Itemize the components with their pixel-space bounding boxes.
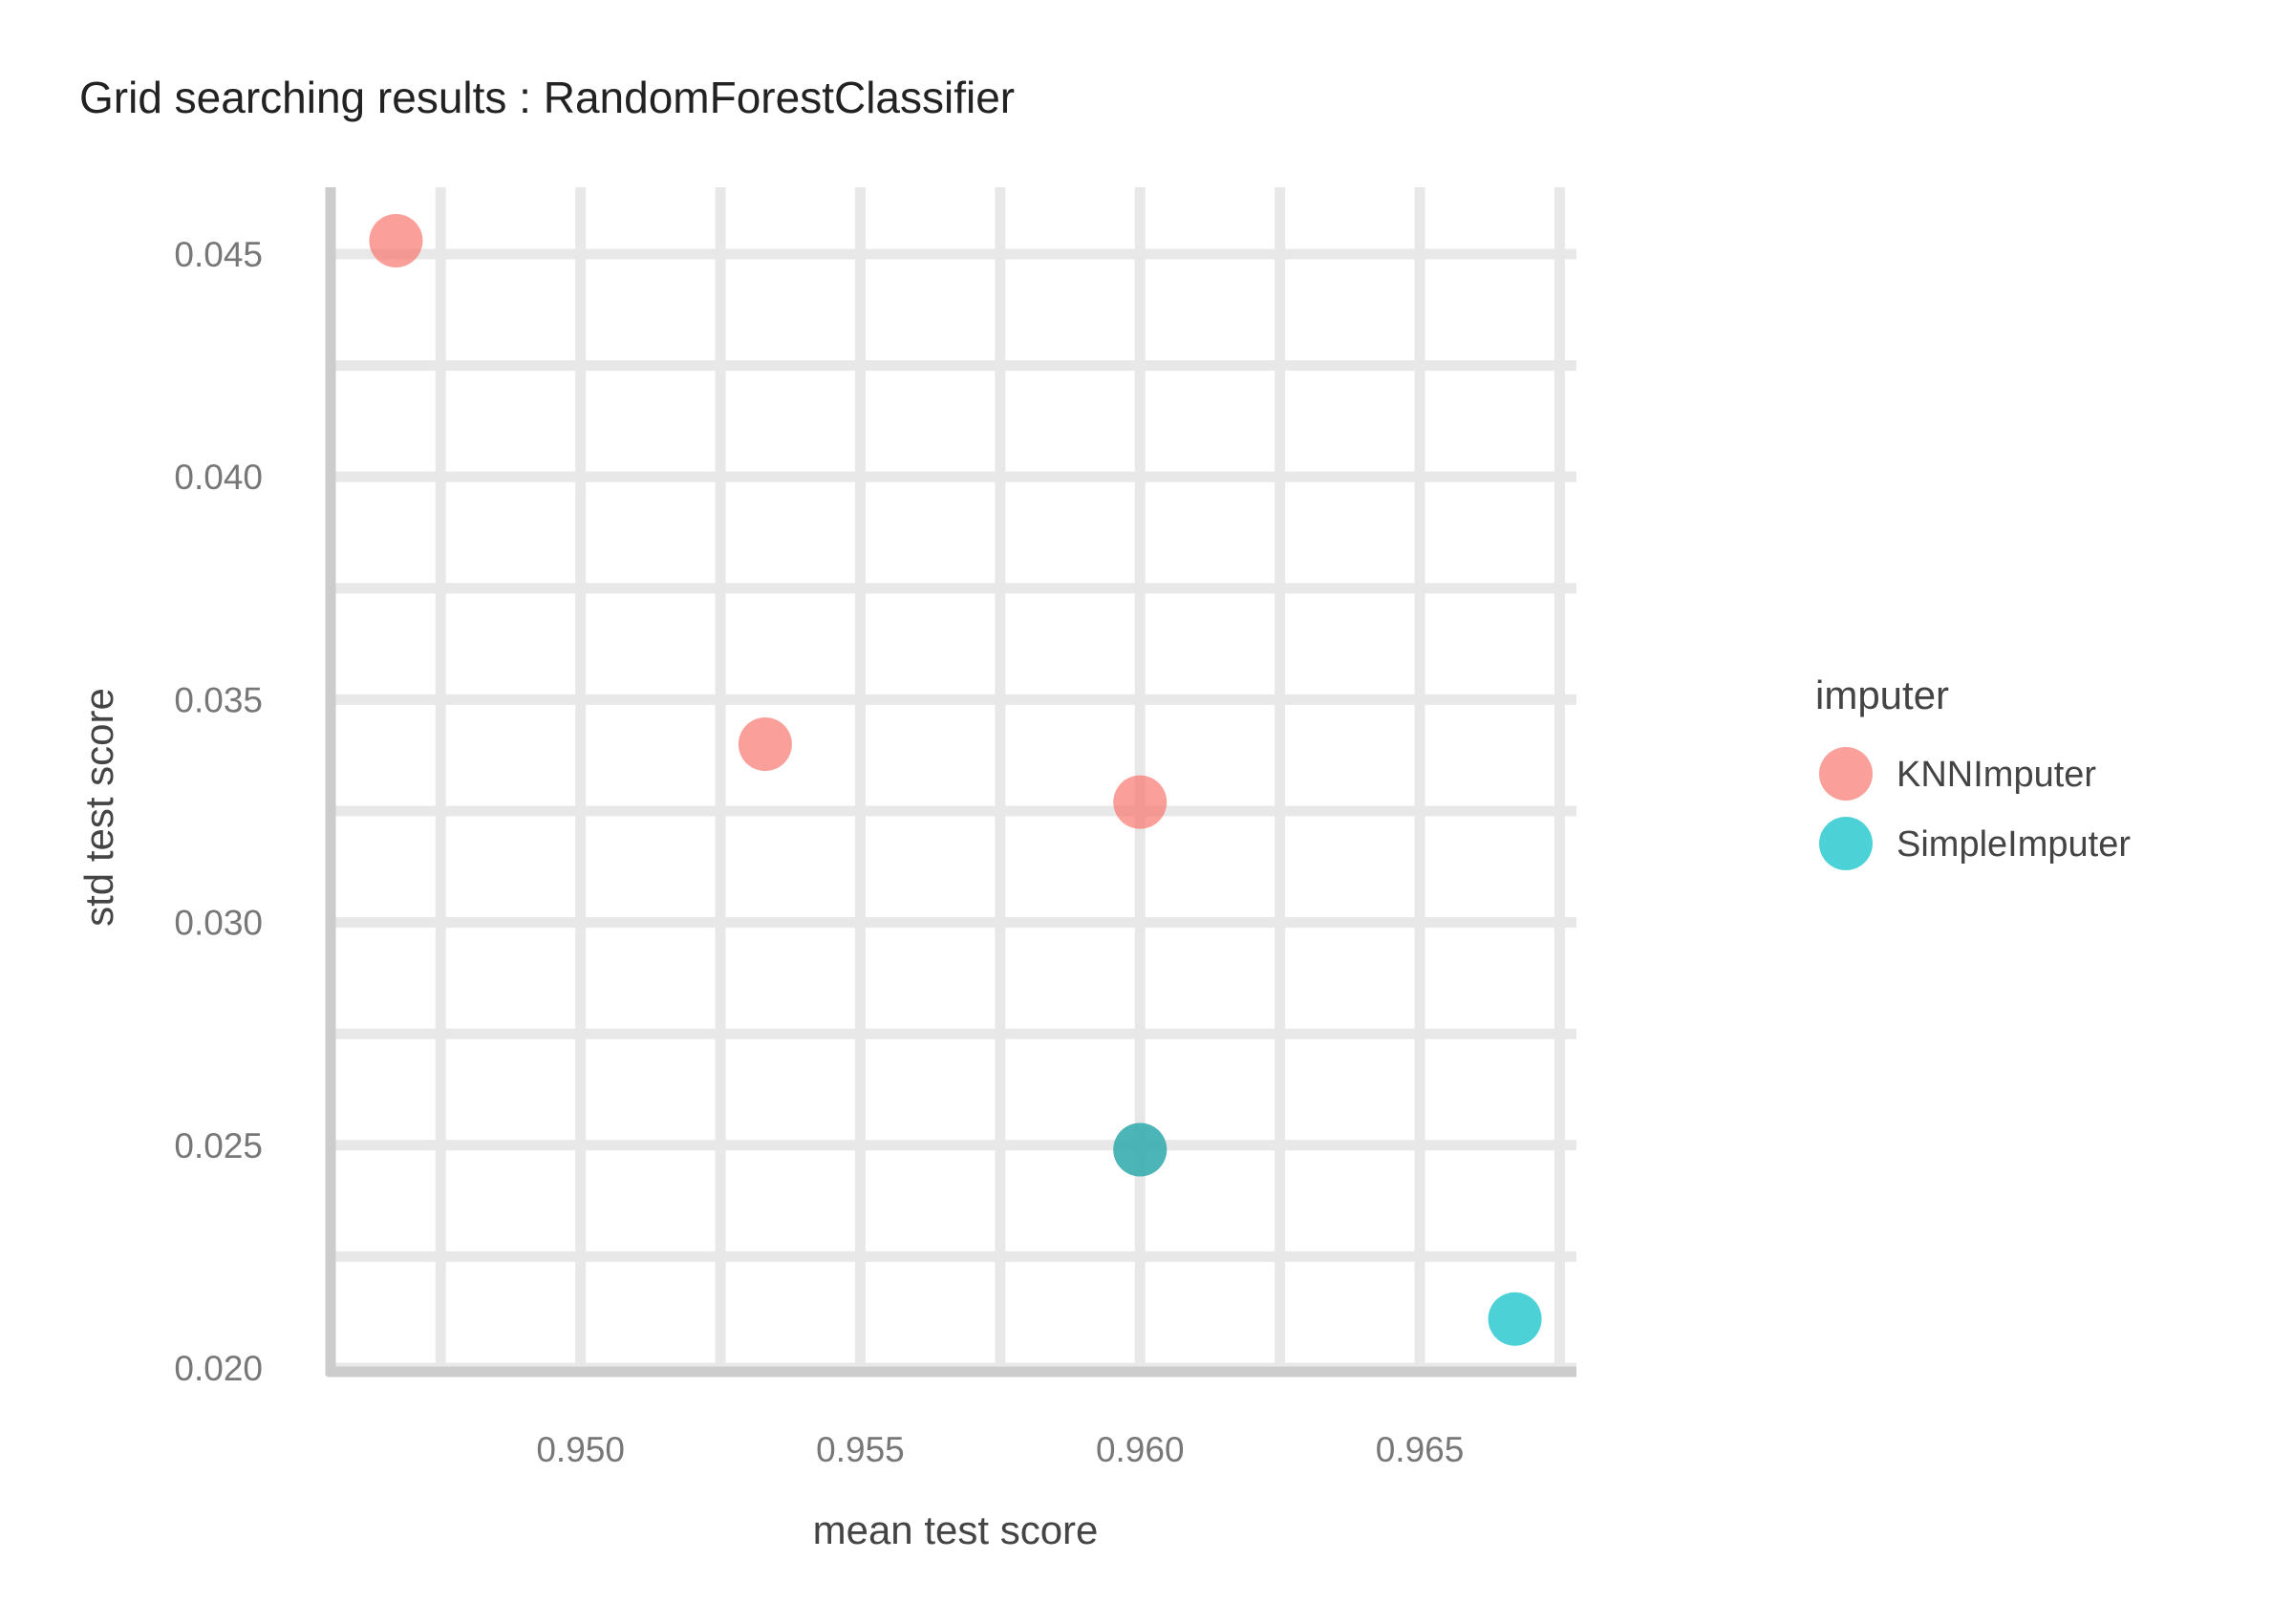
- y-tick-labels: 0.020 0.025 0.030 0.035 0.040 0.045: [174, 235, 263, 1388]
- data-point: [1488, 1292, 1542, 1346]
- legend-entry-label: SimpleImputer: [1897, 824, 2131, 865]
- y-tick-label: 0.045: [174, 235, 263, 274]
- data-point: [369, 213, 423, 267]
- data-points: [369, 213, 1542, 1346]
- x-axis-label: mean test score: [813, 1507, 1099, 1552]
- grid-lines: [334, 187, 1576, 1374]
- legend-swatch: [1819, 817, 1873, 870]
- legend-title: imputer: [1815, 673, 1949, 717]
- y-tick-label: 0.025: [174, 1126, 263, 1165]
- legend: imputer KNNImputer SimpleImputer: [1815, 673, 2131, 870]
- x-tick-labels: 0.950 0.955 0.960 0.965: [536, 1430, 1464, 1469]
- x-tick-label: 0.950: [536, 1430, 625, 1469]
- legend-swatch: [1819, 747, 1873, 801]
- chart-title: Grid searching results : RandomForestCla…: [79, 73, 1015, 122]
- y-tick-label: 0.035: [174, 680, 263, 719]
- y-tick-label: 0.030: [174, 904, 263, 943]
- legend-entries: KNNImputer SimpleImputer: [1819, 747, 2131, 870]
- data-point: [738, 717, 792, 772]
- y-axis-label: std test score: [76, 688, 121, 927]
- data-point: [1113, 775, 1168, 829]
- y-tick-label: 0.020: [174, 1349, 263, 1388]
- axis-lines: [325, 187, 1576, 1378]
- legend-entry-label: KNNImputer: [1897, 755, 2096, 795]
- x-tick-label: 0.965: [1376, 1430, 1465, 1469]
- y-tick-label: 0.040: [174, 458, 263, 497]
- x-tick-label: 0.955: [816, 1430, 905, 1469]
- data-point: [1113, 1122, 1168, 1177]
- x-tick-label: 0.960: [1096, 1430, 1185, 1469]
